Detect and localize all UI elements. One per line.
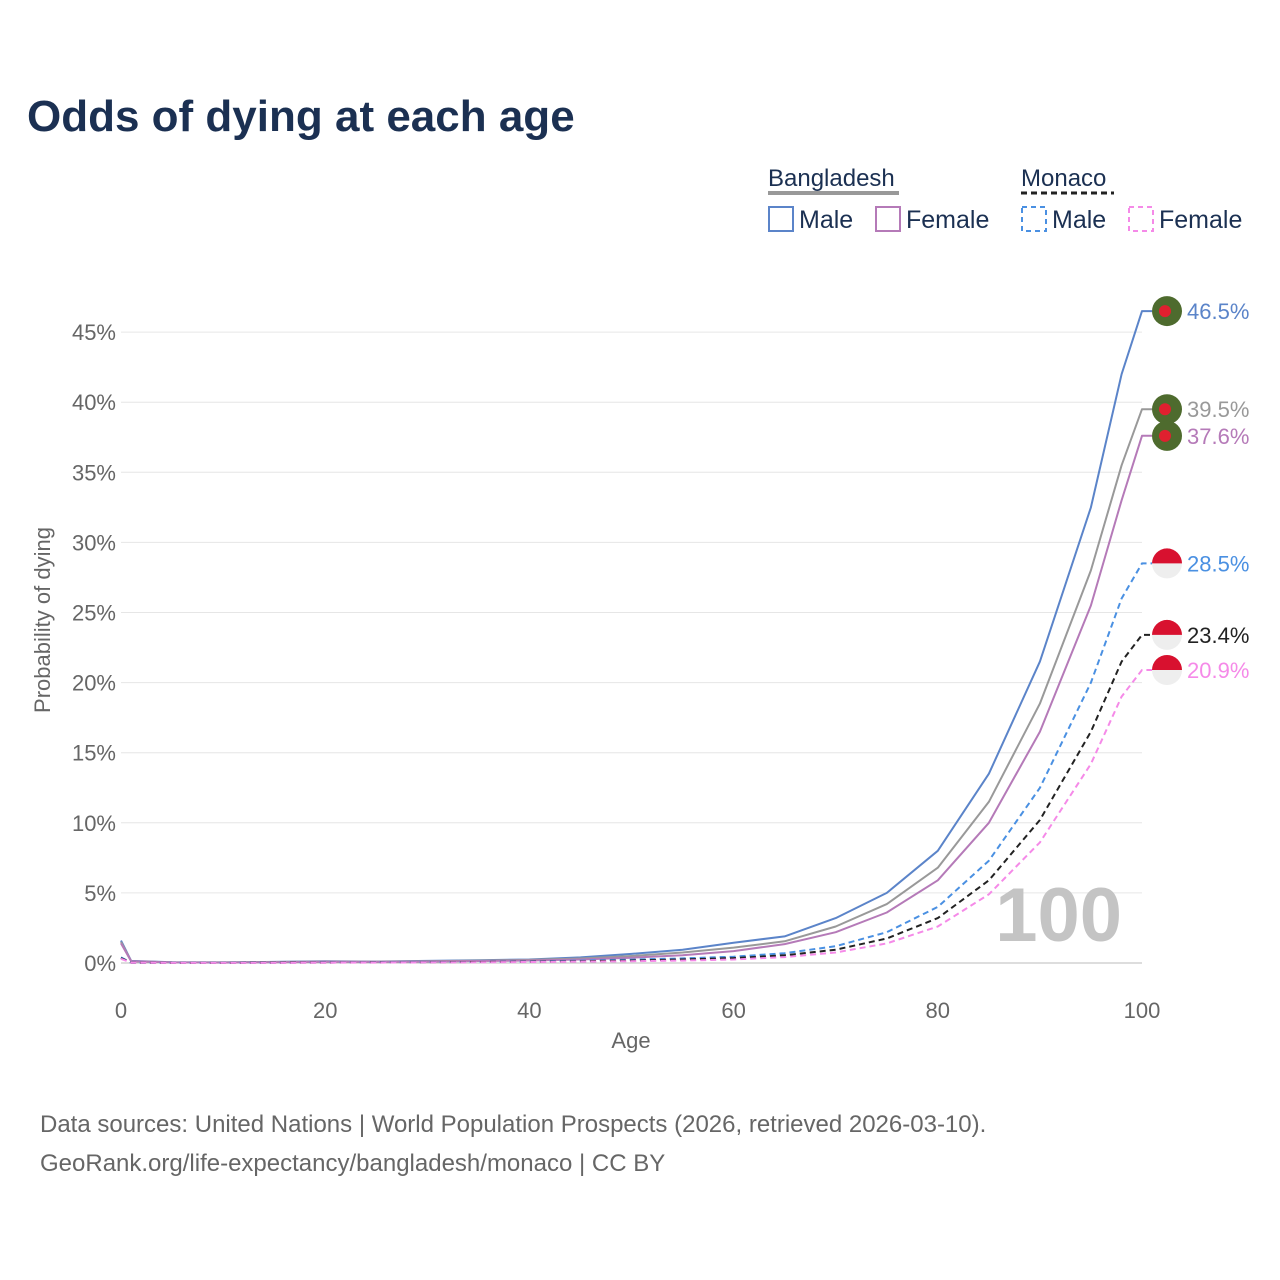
legend-item-bangladesh-male[interactable]: Male [768, 206, 853, 234]
end-value-label: 28.5% [1187, 551, 1249, 576]
end-marker-bd_female[interactable]: 37.6% [1152, 420, 1249, 451]
y-axis-ticks: 0% 5% 10% 15% 20% 25% 30% 35% 40% 45% [72, 320, 116, 976]
flag-top-half [1152, 619, 1182, 635]
x-tick-label: 80 [926, 998, 950, 1023]
legend-swatch [1128, 206, 1154, 232]
age-watermark: 100 [995, 873, 1122, 958]
y-tick-label: 35% [72, 460, 116, 485]
end-value-label: 20.9% [1187, 658, 1249, 683]
end-marker-bd_male[interactable]: 46.5% [1152, 296, 1249, 327]
end-marker-mc_total[interactable]: 23.4% [1152, 619, 1249, 650]
end-value-label: 37.6% [1187, 424, 1249, 449]
end-marker-bd_total[interactable]: 39.5% [1152, 394, 1249, 425]
gridlines [121, 331, 1142, 964]
y-tick-label: 30% [72, 530, 116, 555]
legend-item-label: Male [799, 206, 853, 234]
flag-top-half [1152, 548, 1182, 564]
series-line-mc_female[interactable] [120, 669, 1152, 964]
series-lines [120, 310, 1152, 964]
legend-group-monaco[interactable]: Monaco [1021, 165, 1114, 195]
y-tick-label: 25% [72, 601, 116, 626]
y-tick-label: 40% [72, 390, 116, 415]
legend-item-label: Female [1159, 206, 1242, 234]
source-line-2: GeoRank.org/life-expectancy/bangladesh/m… [40, 1150, 665, 1177]
legend-group-label: Bangladesh [768, 165, 895, 192]
legend-group-bangladesh[interactable]: Bangladesh [768, 165, 899, 195]
y-tick-label: 10% [72, 811, 116, 836]
y-tick-label: 45% [72, 320, 116, 345]
flag-disc [1159, 305, 1171, 318]
x-axis-label: Age [611, 1028, 650, 1053]
end-marker-mc_female[interactable]: 20.9% [1152, 654, 1249, 685]
legend-item-monaco-female[interactable]: Female [1128, 206, 1242, 234]
legend-swatch [768, 206, 794, 232]
legend-item-label: Female [906, 206, 989, 234]
x-tick-label: 20 [313, 998, 337, 1023]
x-tick-label: 0 [115, 998, 127, 1023]
legend-item-bangladesh-female[interactable]: Female [875, 206, 989, 234]
flag-disc [1159, 403, 1171, 416]
flag-disc [1159, 429, 1171, 442]
end-value-label: 46.5% [1187, 299, 1249, 324]
x-axis-ticks: 0 20 40 60 80 100 [115, 998, 1160, 1023]
legend-item-monaco-male[interactable]: Male [1021, 206, 1106, 234]
legend-group-label: Monaco [1021, 165, 1106, 192]
y-tick-label: 0% [84, 951, 116, 976]
y-tick-label: 20% [72, 671, 116, 696]
x-tick-label: 60 [721, 998, 745, 1023]
legend-swatch [875, 206, 901, 232]
x-tick-label: 100 [1124, 998, 1161, 1023]
x-tick-label: 40 [517, 998, 541, 1023]
flag-top-half [1152, 654, 1182, 670]
source-line-1: Data sources: United Nations | World Pop… [40, 1111, 986, 1138]
end-value-label: 39.5% [1187, 397, 1249, 422]
series-line-bd_male[interactable] [120, 310, 1152, 964]
y-tick-label: 5% [84, 881, 116, 906]
end-value-label: 23.4% [1187, 623, 1249, 648]
y-axis-label: Probability of dying [30, 527, 55, 713]
end-markers: 46.5% 39.5%37.6% 28.5% 23.4% 20.9% [1152, 296, 1249, 685]
legend-swatch [1021, 206, 1047, 232]
y-tick-label: 15% [72, 741, 116, 766]
legend-item-label: Male [1052, 206, 1106, 234]
chart-title: Odds of dying at each age [27, 92, 575, 141]
end-marker-mc_male[interactable]: 28.5% [1152, 548, 1249, 579]
legend: Bangladesh Male Female Monaco Male Femal… [768, 165, 1242, 234]
